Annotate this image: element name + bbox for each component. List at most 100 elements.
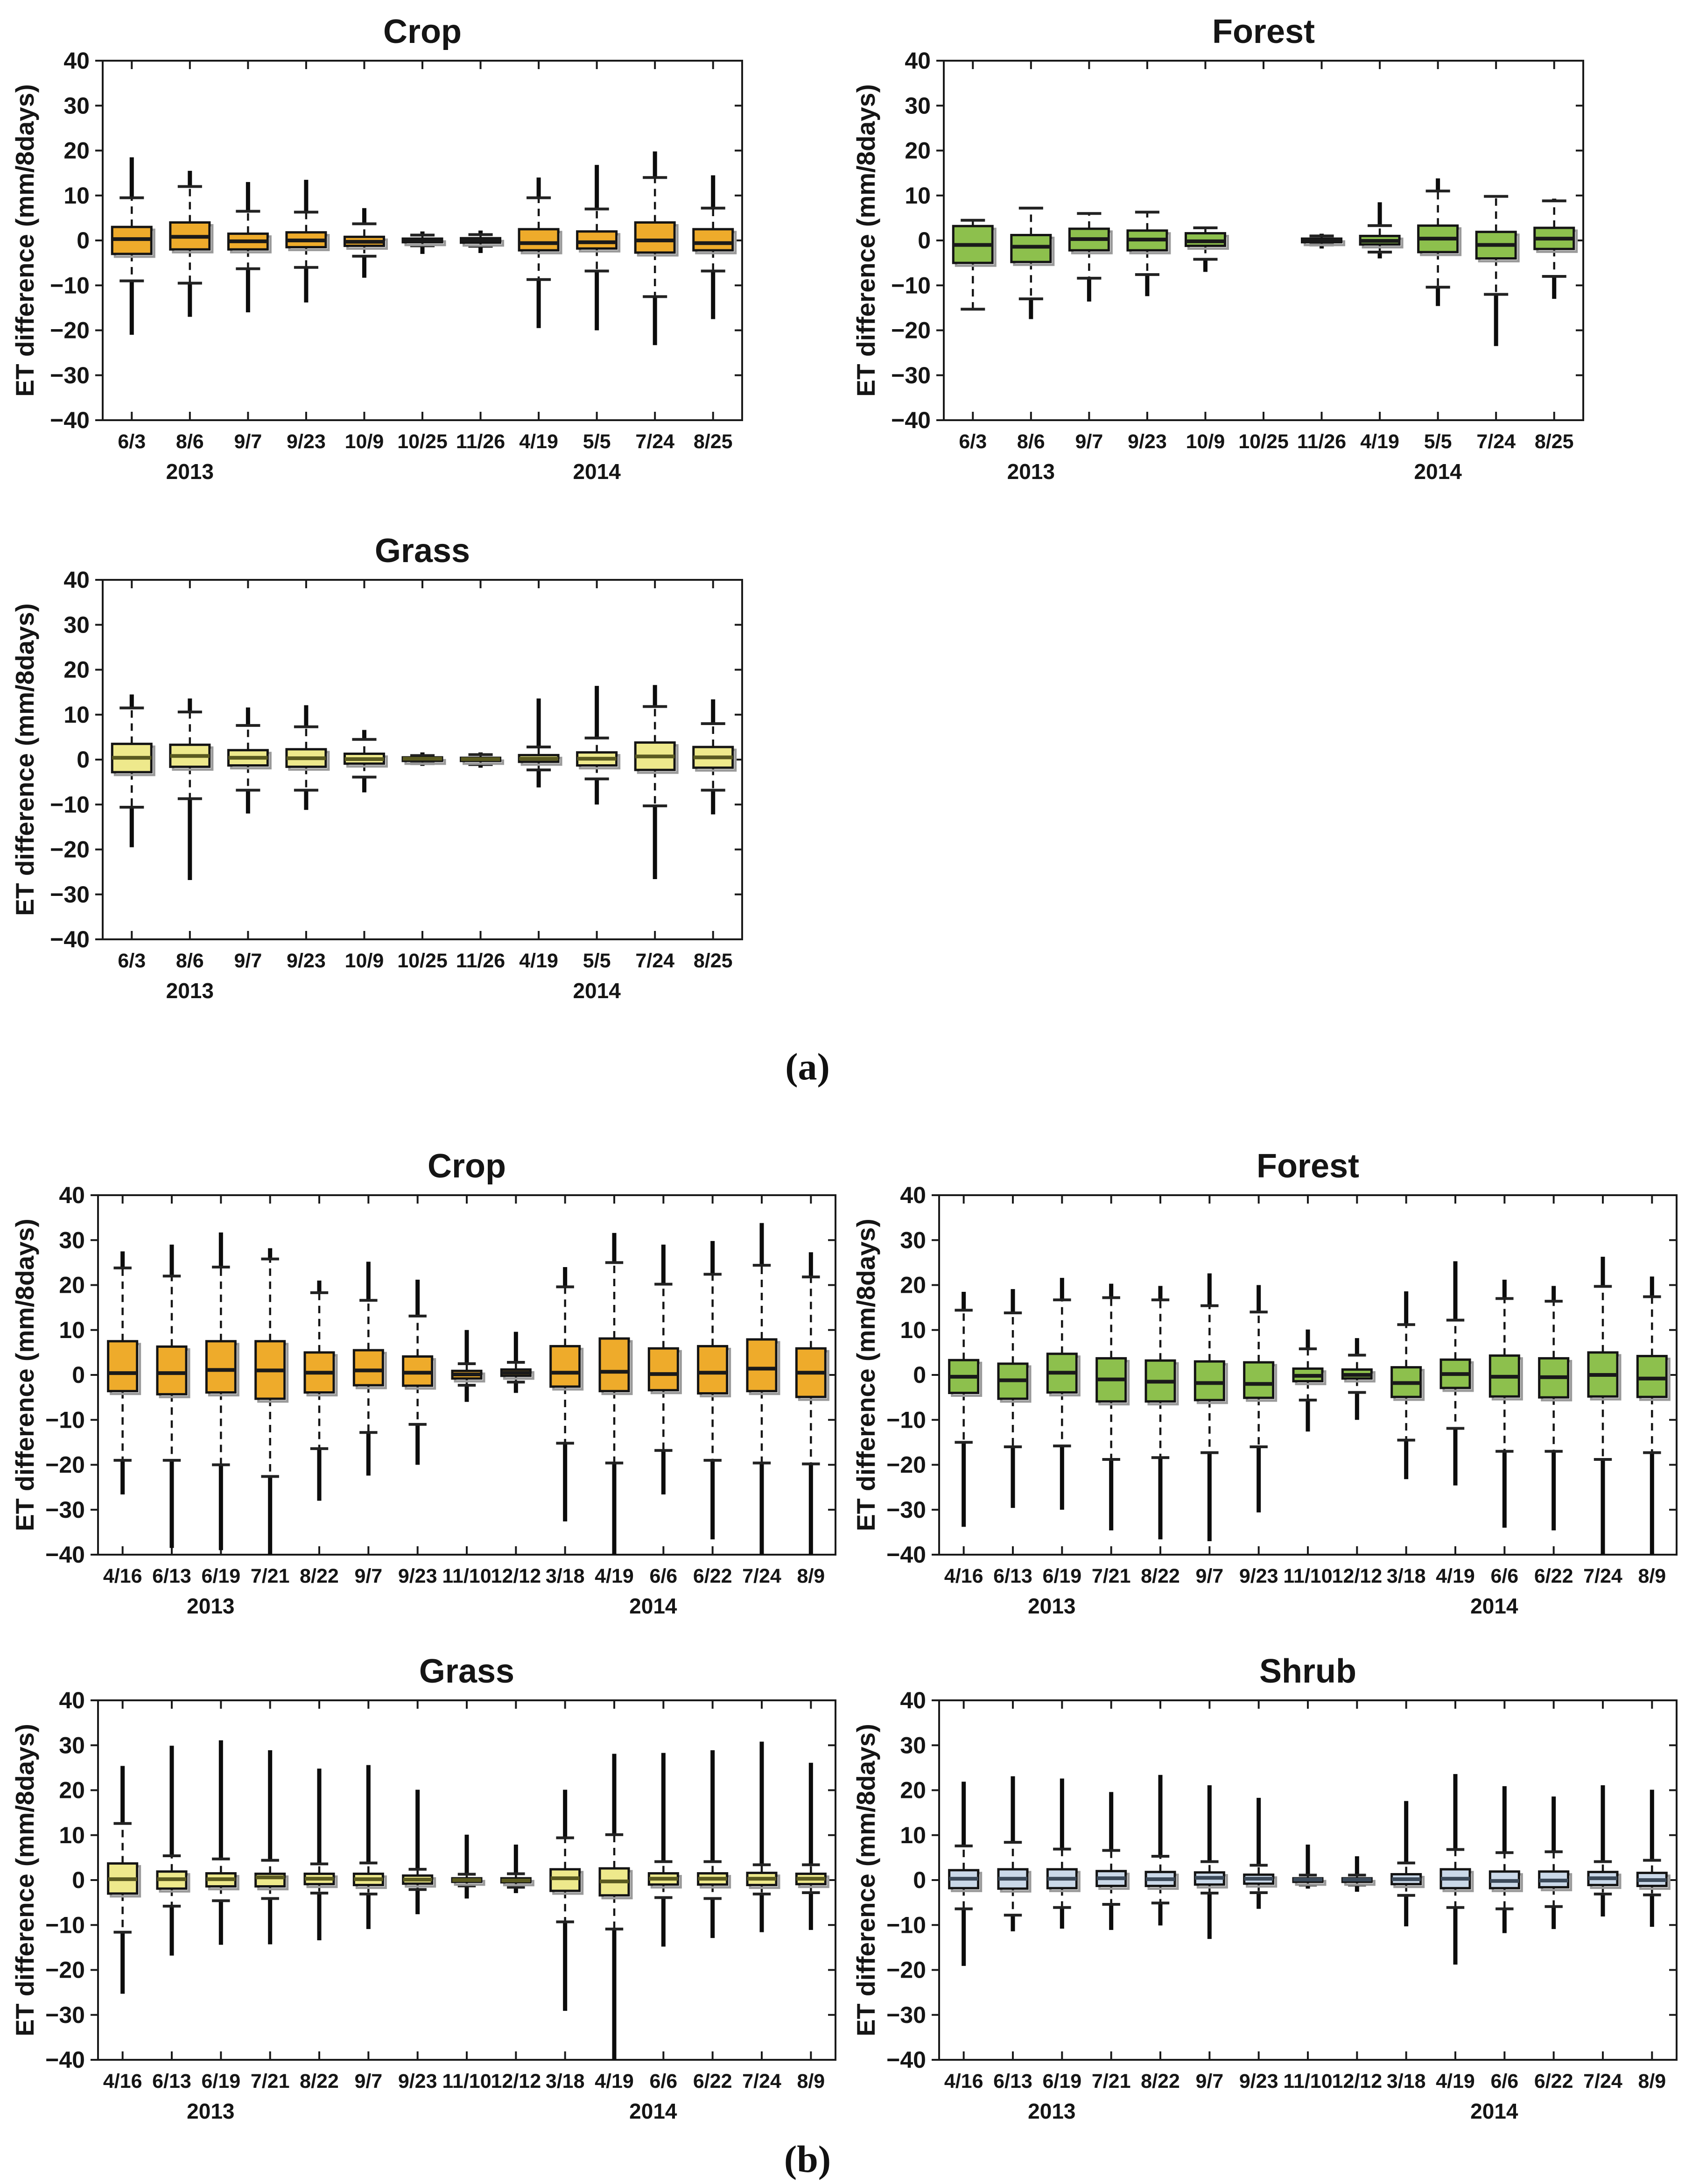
x-tick-label: 6/19 — [201, 1565, 240, 1587]
box-6/22 — [1538, 1796, 1573, 1929]
box-iqr — [576, 230, 618, 250]
y-tick-label: 40 — [59, 1687, 85, 1713]
box-iqr — [107, 1340, 139, 1393]
year-label: 2014 — [1470, 2099, 1518, 2123]
box-6/13 — [156, 1746, 190, 1956]
box-9/7 — [352, 1261, 387, 1476]
box-6/19 — [1046, 1778, 1081, 1929]
box-5/5 — [576, 686, 621, 805]
box-6/6 — [1488, 1786, 1523, 1933]
box-6/22 — [697, 1241, 731, 1540]
x-tick-label: 9/23 — [1128, 430, 1167, 453]
box-11/10 — [451, 1330, 485, 1402]
subplot-b-forest: Forest ET difference (mm/8days) −40 −30 −20 −… — [846, 1139, 1691, 1643]
x-tick-label: 8/6 — [176, 950, 204, 972]
box-8/22 — [1144, 1775, 1179, 1926]
x-tick-label: 10/25 — [397, 950, 448, 972]
b-crop-svg: Crop ET difference (mm/8days)−40 −30 −20 −10… — [10, 1148, 836, 1618]
x-tick-label: 4/16 — [103, 2070, 142, 2092]
x-tick-label: 7/24 — [742, 2070, 781, 2092]
box-9/23 — [285, 705, 330, 810]
y-tick-label: −30 — [50, 362, 90, 388]
x-tick-label: 11/26 — [1297, 430, 1346, 453]
box-9/23 — [402, 1789, 436, 1915]
y-tick-label: −30 — [886, 1497, 926, 1523]
x-tick-label: 6/6 — [1490, 1565, 1518, 1587]
y-tick-label: 10 — [63, 702, 90, 728]
box-8/22 — [1144, 1286, 1179, 1540]
x-tick-label: 6/19 — [201, 2070, 240, 2092]
y-tick-label: 0 — [913, 1362, 926, 1388]
y-tick-label: 10 — [63, 183, 90, 209]
box-4/16 — [948, 1291, 983, 1527]
year-label: 2013 — [1028, 2099, 1075, 2123]
box-8/25 — [692, 175, 737, 319]
year-label: 2013 — [1007, 459, 1055, 484]
x-tick-label: 4/19 — [595, 2070, 634, 2092]
box-6/6 — [1488, 1279, 1523, 1528]
x-tick-label: 7/21 — [1092, 2070, 1131, 2092]
box-9/23 — [402, 1279, 436, 1465]
y-tick-label: 20 — [63, 138, 90, 164]
y-axis-label: ET difference (mm/8days) — [851, 1219, 880, 1531]
x-tick-label: 7/24 — [635, 430, 674, 453]
subplot-a-grass: Grass ET difference (mm/8days) −40 −30 −20 −1… — [5, 524, 850, 1028]
x-tick-label: 6/22 — [1534, 2070, 1573, 2092]
box-7/24 — [746, 1223, 780, 1555]
y-tick-label: −10 — [891, 272, 931, 298]
x-tick-label: 7/24 — [1476, 430, 1516, 453]
subplot-b-grass: Grass ET difference (mm/8days) −40 −30 −20 −1… — [5, 1644, 850, 2149]
year-label: 2014 — [1470, 1594, 1518, 1618]
b-grass-svg: Grass ET difference (mm/8days)−40 −30 −20 −1… — [10, 1653, 836, 2123]
a-grass-svg: Grass ET difference (mm/8days) −40 −30 −20 −1… — [10, 532, 743, 1003]
y-tick-label: −30 — [50, 881, 90, 908]
box-iqr — [598, 1337, 630, 1393]
y-tick-label: −20 — [50, 837, 90, 863]
y-tick-label: 40 — [63, 567, 90, 593]
y-tick-label: 30 — [900, 1227, 926, 1253]
x-tick-label: 8/6 — [1017, 430, 1045, 453]
chart-title: Crop — [383, 13, 462, 50]
x-tick-label: 5/5 — [1424, 430, 1452, 453]
x-tick-label: 9/23 — [398, 1565, 437, 1587]
y-tick-label: −40 — [45, 1542, 85, 1568]
y-tick-label: 0 — [77, 747, 90, 773]
box-7/21 — [1095, 1792, 1130, 1930]
a-forest-svg: Forest ET difference (mm/8days) −40 −30 −20 −… — [851, 13, 1584, 484]
x-tick-label: 5/5 — [583, 430, 611, 453]
box-6/6 — [647, 1753, 682, 1947]
y-tick-label: 10 — [900, 1822, 926, 1848]
x-tick-label: 7/21 — [251, 2070, 290, 2092]
y-tick-label: 30 — [63, 612, 90, 638]
box-9/7 — [227, 182, 272, 312]
box-3/18 — [1390, 1801, 1425, 1927]
y-tick-label: 30 — [59, 1227, 85, 1253]
box-iqr — [746, 1338, 778, 1393]
box-9/7 — [1068, 212, 1113, 302]
x-tick-label: 9/7 — [354, 1565, 382, 1587]
subplot-b-shrub: Shrub ET difference (mm/8days) −40 −30 −20 −1… — [846, 1644, 1691, 2149]
box-11/10 — [1292, 1844, 1327, 1889]
y-tick-label: 20 — [905, 138, 931, 164]
box-9/23 — [1243, 1797, 1278, 1909]
box-11/26 — [1301, 233, 1346, 249]
box-11/10 — [1292, 1329, 1327, 1432]
y-axis-label: ET difference (mm/8days) — [10, 1724, 39, 2036]
x-tick-label: 6/3 — [959, 430, 987, 453]
x-tick-label: 11/26 — [456, 950, 505, 972]
y-axis-label: ET difference (mm/8days) — [10, 84, 39, 396]
box-9/7 — [1194, 1273, 1228, 1542]
y-tick-label: −30 — [45, 1497, 85, 1523]
box-7/24 — [746, 1741, 780, 1932]
x-tick-label: 9/7 — [354, 2070, 382, 2092]
box-6/22 — [1538, 1286, 1573, 1531]
box-iqr — [1243, 1361, 1275, 1399]
x-tick-label: 9/23 — [398, 2070, 437, 2092]
x-tick-label: 9/23 — [287, 950, 326, 972]
box-iqr — [518, 228, 560, 252]
box-iqr — [352, 1349, 384, 1387]
y-tick-label: 10 — [905, 183, 931, 209]
y-tick-label: −20 — [886, 1957, 926, 1983]
box-6/13 — [156, 1244, 190, 1548]
box-9/7 — [352, 1765, 387, 1929]
